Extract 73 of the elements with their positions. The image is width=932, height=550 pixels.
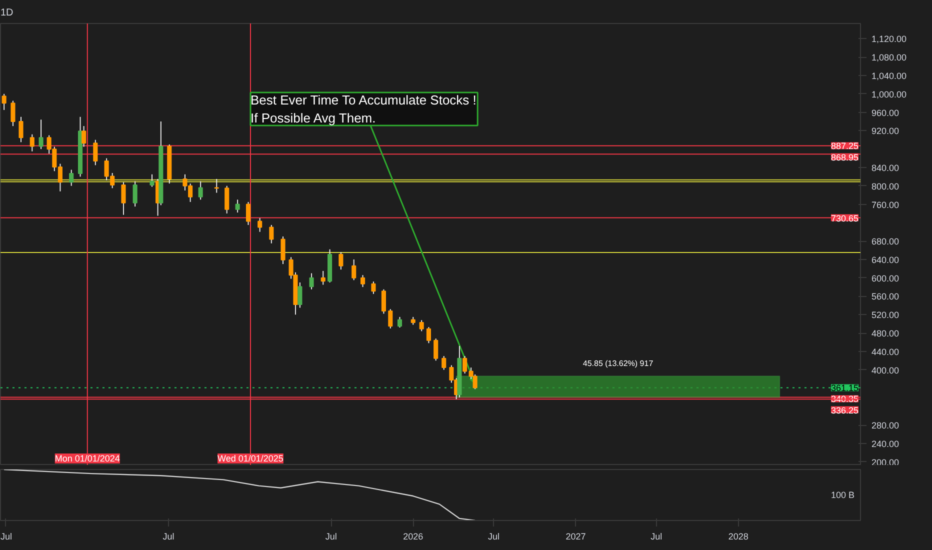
candlestick bbox=[82, 126, 86, 148]
ref-line-label: Mon 01/01/2024 bbox=[54, 454, 120, 464]
y-tick-label: 1,000.00 bbox=[872, 89, 907, 100]
x-tick-label: Jul bbox=[488, 532, 500, 542]
x-tick-label: 2027 bbox=[566, 532, 586, 542]
y-tick-label: 240.00 bbox=[872, 438, 900, 449]
y-tick-label: 200.00 bbox=[872, 457, 900, 468]
y-tick-label: 640.00 bbox=[872, 254, 900, 265]
candlestick bbox=[371, 281, 376, 294]
y-tick-label: 560.00 bbox=[872, 292, 900, 302]
ref-line-label: 361.15 bbox=[830, 383, 859, 394]
x-tick-label: Jul bbox=[162, 532, 174, 542]
y-tick-label: 1,080.00 bbox=[872, 52, 907, 63]
candlestick bbox=[198, 180, 203, 200]
y-tick-label: 760.00 bbox=[872, 200, 900, 210]
ref-line-label: 887.25 bbox=[830, 141, 859, 152]
candlestick bbox=[397, 316, 402, 328]
candlestick bbox=[69, 169, 74, 186]
y-tick-label: 1,040.00 bbox=[872, 70, 907, 81]
annotation: Best Ever Time To Accumulate Stocks ! If Possible Avg Them. bbox=[250, 92, 476, 126]
candlestick bbox=[462, 356, 468, 374]
candlestick bbox=[360, 274, 366, 288]
y-tick-label: 520.00 bbox=[872, 310, 900, 320]
ref-line-label: Wed 01/01/2025 bbox=[218, 454, 284, 464]
ref-line-label: 868.95 bbox=[830, 152, 859, 162]
candlestick bbox=[419, 320, 424, 332]
candlestick bbox=[93, 139, 98, 166]
candlestick bbox=[442, 356, 446, 370]
candlestick bbox=[320, 270, 326, 286]
candlestick bbox=[132, 180, 138, 208]
candlestick bbox=[38, 119, 44, 150]
candlestick bbox=[269, 224, 274, 244]
candlestick bbox=[298, 282, 302, 308]
x-tick-label: Jul bbox=[325, 532, 337, 542]
y-tick-label: 400.00 bbox=[872, 365, 900, 376]
y-tick-label: 480.00 bbox=[872, 328, 900, 339]
y-tick-label: 440.00 bbox=[872, 346, 900, 357]
y-tick-label: 800.00 bbox=[872, 181, 900, 192]
ref-line-label: 730.65 bbox=[830, 213, 859, 224]
candlestick bbox=[10, 100, 16, 127]
chart-title: 1D bbox=[0, 8, 14, 18]
x-tick-label: Jul bbox=[0, 532, 12, 542]
candlestick bbox=[235, 199, 240, 214]
candlestick bbox=[280, 236, 286, 265]
candlestick bbox=[224, 185, 230, 214]
y-tick-label: 680.00 bbox=[872, 236, 900, 247]
band-label: 45.85 (13.62%) 917 bbox=[582, 359, 654, 368]
y-tick-label: 1,120.00 bbox=[872, 34, 907, 44]
y-tick-label: 920.00 bbox=[872, 126, 900, 136]
candlestick bbox=[388, 308, 393, 329]
candlestick bbox=[258, 218, 262, 232]
candlestick bbox=[338, 252, 344, 270]
candlestick bbox=[18, 116, 24, 143]
candlestick bbox=[426, 326, 431, 344]
candlestick bbox=[309, 272, 314, 290]
candlestick bbox=[352, 258, 356, 281]
candlestick bbox=[2, 93, 6, 110]
candlestick bbox=[30, 134, 34, 152]
annotation: 100 B bbox=[830, 490, 855, 500]
candlestick bbox=[214, 178, 219, 194]
x-tick-label: 2028 bbox=[728, 532, 748, 542]
candlestick bbox=[121, 182, 126, 216]
y-tick-label: 600.00 bbox=[872, 273, 900, 284]
candlestick bbox=[150, 174, 154, 188]
candlestick bbox=[246, 201, 251, 226]
candlestick bbox=[381, 288, 386, 314]
y-tick-label: 960.00 bbox=[872, 108, 900, 118]
x-tick-label: 2026 bbox=[403, 532, 424, 542]
y-tick-label: 840.00 bbox=[872, 162, 900, 173]
candlestick bbox=[434, 338, 438, 362]
legend-label: 336.25 bbox=[830, 405, 859, 416]
y-tick-label: 280.00 bbox=[872, 420, 900, 431]
x-tick-label: Jul bbox=[650, 532, 662, 542]
